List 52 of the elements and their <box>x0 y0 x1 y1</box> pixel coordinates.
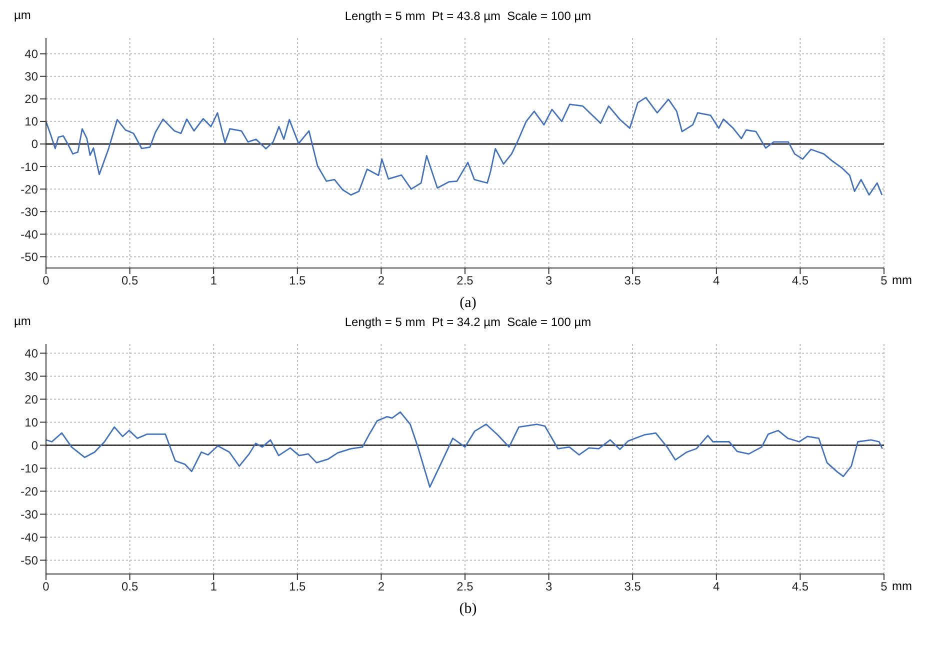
x-tick-label: 3 <box>545 274 552 288</box>
x-axis-title: mm <box>892 579 912 593</box>
y-tick-label: -50 <box>20 250 38 264</box>
text: (a) <box>458 294 478 313</box>
x-tick-label: 1.5 <box>289 580 306 594</box>
x-axis-title: mm <box>892 273 912 287</box>
y-tick-label: 20 <box>24 392 38 406</box>
y-axis-title: µm <box>14 8 31 22</box>
y-tick-label: -40 <box>20 227 38 242</box>
x-tick-label: 2 <box>378 274 385 288</box>
y-tick-label: 20 <box>24 92 38 106</box>
x-tick-label: 4 <box>713 274 720 288</box>
y-axis-title: µm <box>14 314 31 328</box>
x-tick-label: 2.5 <box>456 274 474 288</box>
y-tick-label: 10 <box>24 415 38 430</box>
chart-title: Length = 5 mm Pt = 34.2 µm Scale = 100 µm <box>344 315 592 329</box>
text: (b) <box>458 600 478 619</box>
x-tick-label: 3.5 <box>624 274 642 288</box>
x-tick-label: 1.5 <box>289 274 306 288</box>
y-tick-label: 10 <box>24 114 38 129</box>
y-tick-label: -50 <box>20 553 38 568</box>
x-tick-label: 1 <box>210 274 218 288</box>
line-series <box>46 411 884 488</box>
y-tick-label: -20 <box>20 484 38 498</box>
y-tick-label: -10 <box>20 160 38 174</box>
x-tick-label: 0 <box>42 274 50 288</box>
y-tick-label: 40 <box>24 346 38 360</box>
x-tick-label: 2 <box>378 580 385 594</box>
x-tick-label: 0 <box>42 580 50 594</box>
x-tick-label: 5 <box>880 274 888 288</box>
y-tick-label: 40 <box>24 47 38 62</box>
y-tick-label: -40 <box>20 530 38 544</box>
x-tick-label: 0.5 <box>121 580 138 594</box>
x-tick-label: 3.5 <box>624 580 642 594</box>
x-tick-label: 5 <box>880 580 888 594</box>
y-tick-label: -30 <box>20 507 38 522</box>
chart-title: Length = 5 mm Pt = 43.8 µm Scale = 100 µm <box>344 9 592 23</box>
x-tick-label: 3 <box>545 580 552 594</box>
x-tick-label: 4 <box>713 580 720 594</box>
x-tick-label: 4.5 <box>792 274 809 288</box>
y-tick-label: 0 <box>31 137 38 152</box>
line-series <box>46 96 883 196</box>
y-tick-label: 0 <box>31 438 38 452</box>
y-tick-label: -20 <box>20 182 38 196</box>
y-tick-label: 30 <box>24 369 38 384</box>
x-tick-label: 1 <box>210 580 218 594</box>
x-tick-label: 4.5 <box>792 580 809 594</box>
y-tick-label: -30 <box>20 204 38 219</box>
x-tick-label: 0.5 <box>121 274 138 288</box>
y-tick-label: -10 <box>20 461 38 476</box>
y-tick-label: 30 <box>24 70 38 84</box>
x-tick-label: 2.5 <box>456 580 474 594</box>
